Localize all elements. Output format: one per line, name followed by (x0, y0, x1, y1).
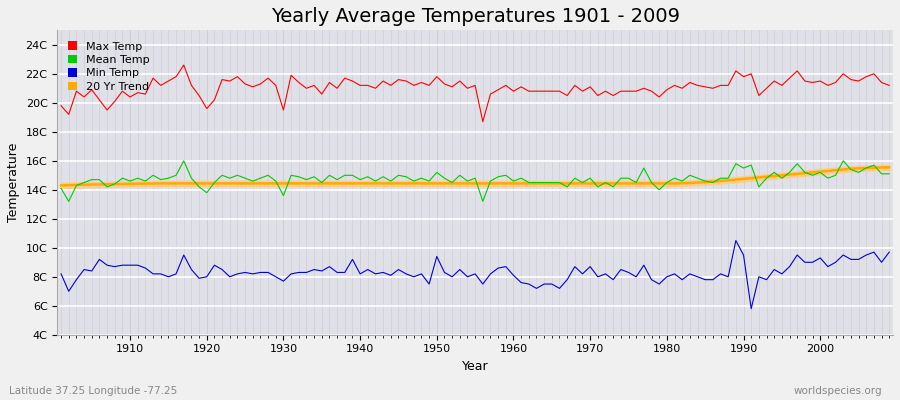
Text: worldspecies.org: worldspecies.org (794, 386, 882, 396)
X-axis label: Year: Year (462, 360, 489, 373)
Legend: Max Temp, Mean Temp, Min Temp, 20 Yr Trend: Max Temp, Mean Temp, Min Temp, 20 Yr Tre… (63, 36, 156, 97)
Text: Latitude 37.25 Longitude -77.25: Latitude 37.25 Longitude -77.25 (9, 386, 177, 396)
Title: Yearly Average Temperatures 1901 - 2009: Yearly Average Temperatures 1901 - 2009 (271, 7, 680, 26)
Y-axis label: Temperature: Temperature (7, 143, 20, 222)
